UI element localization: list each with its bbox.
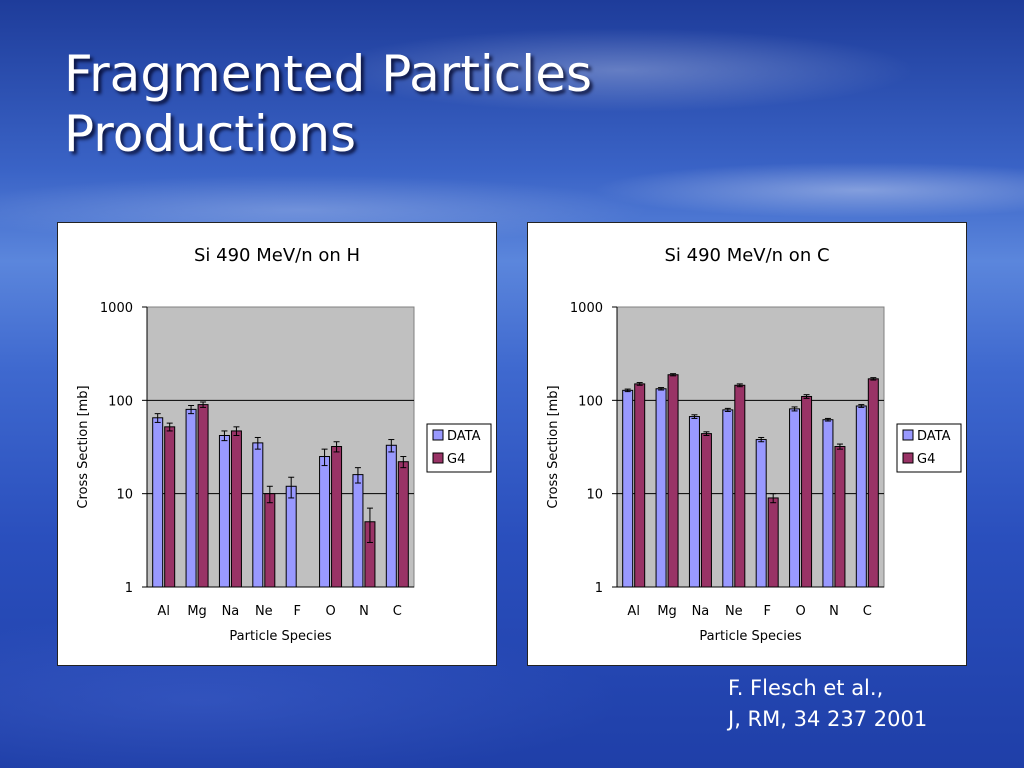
citation-line-2: J, RM, 34 237 2001 — [728, 707, 928, 731]
bar-data-c — [855, 405, 867, 588]
y-tick-label: 1 — [595, 581, 603, 596]
bar-g4-mg — [667, 374, 679, 588]
y-tick-label: 1 — [125, 581, 133, 596]
bar-data-f — [285, 485, 297, 588]
bar-g4-f — [767, 497, 779, 588]
x-tick-label-n: N — [829, 604, 839, 619]
y-tick-label: 1000 — [100, 301, 133, 316]
bar-data-ne — [252, 442, 264, 588]
x-tick-label-n: N — [359, 604, 369, 619]
chart-panel-h-target: Si 490 MeV/n on H 1 10 100 1000 Al Mg Na Ne F O N C P… — [57, 222, 497, 666]
bar-data-na — [218, 434, 230, 588]
x-tick-label-mg: Mg — [187, 604, 206, 619]
bar-g4-o — [331, 446, 343, 588]
bar-data-na — [688, 416, 700, 588]
bar-g4-mg — [197, 404, 209, 588]
legend-label-data: DATA — [447, 429, 481, 444]
x-tick-label-na: Na — [222, 604, 240, 619]
x-tick-label-o: O — [795, 604, 805, 619]
y-tick-label: 10 — [586, 488, 603, 503]
bar-data-mg — [655, 388, 667, 588]
bar-g4-na — [230, 430, 242, 588]
bar-g4-na — [700, 433, 712, 588]
x-tick-label-c: C — [863, 604, 872, 619]
bar-data-c — [385, 444, 397, 588]
bar-data-o — [319, 456, 331, 588]
bar-g4-ne — [734, 384, 746, 588]
bar-g4-o — [801, 395, 813, 588]
legend-swatch-g4 — [902, 452, 914, 464]
chart-c-target-svg: Si 490 MeV/n on C 1 10 100 1000 Al Mg Na Ne F O N C P… — [546, 245, 962, 644]
bar-g4-n — [834, 446, 846, 588]
bar-data-o — [789, 408, 801, 588]
bar-g4-ne — [264, 493, 276, 588]
x-axis-label: Particle Species — [229, 629, 331, 644]
x-tick-label-c: C — [393, 604, 402, 619]
legend-swatch-g4 — [432, 452, 444, 464]
bar-data-mg — [185, 408, 197, 588]
x-tick-label-ne: Ne — [255, 604, 273, 619]
y-tick-label: 100 — [578, 394, 603, 409]
x-tick-label-al: Al — [627, 604, 640, 619]
bar-g4-c — [397, 461, 409, 588]
bar-data-f — [755, 439, 767, 588]
chart-h-target-svg: Si 490 MeV/n on H 1 10 100 1000 Al Mg Na Ne F O N C P… — [76, 245, 492, 644]
legend: DATA G4 — [896, 423, 962, 473]
y-tick-label: 1000 — [570, 301, 603, 316]
chart-title: Si 490 MeV/n on H — [194, 245, 360, 266]
x-tick-label-f: F — [293, 604, 300, 619]
bar-data-ne — [722, 409, 734, 588]
legend-label-data: DATA — [917, 429, 951, 444]
citation-line-1: F. Flesch et al., — [728, 676, 884, 700]
legend-swatch-data — [902, 429, 914, 441]
y-axis-label: Cross Section [mb] — [546, 385, 561, 508]
y-tick-label: 10 — [116, 488, 133, 503]
legend-swatch-data — [432, 429, 444, 441]
y-axis-label: Cross Section [mb] — [76, 385, 91, 508]
y-tick-label: 100 — [108, 394, 133, 409]
bar-g4-c — [867, 378, 879, 588]
x-tick-label-mg: Mg — [657, 604, 676, 619]
bar-data-n — [352, 474, 364, 588]
x-tick-label-na: Na — [692, 604, 710, 619]
x-tick-label-o: O — [325, 604, 335, 619]
bar-g4-al — [634, 383, 646, 588]
legend-label-g4: G4 — [917, 452, 935, 467]
slide-title-line-2: Productions — [64, 105, 357, 163]
legend: DATA G4 — [426, 423, 492, 473]
x-axis-label: Particle Species — [699, 629, 801, 644]
bar-data-al — [152, 417, 164, 588]
slide-title: Fragmented Particles Productions — [64, 44, 592, 164]
x-tick-label-ne: Ne — [725, 604, 743, 619]
x-tick-label-al: Al — [157, 604, 170, 619]
bar-data-n — [822, 419, 834, 588]
chart-panel-c-target: Si 490 MeV/n on C 1 10 100 1000 Al Mg Na Ne F O N C P… — [527, 222, 967, 666]
x-tick-label-f: F — [763, 604, 770, 619]
citation: F. Flesch et al., J, RM, 34 237 2001 — [728, 673, 927, 735]
bar-data-al — [622, 389, 634, 588]
slide-title-line-1: Fragmented Particles — [64, 45, 593, 103]
bar-g4-al — [164, 426, 176, 588]
chart-title: Si 490 MeV/n on C — [664, 245, 829, 266]
legend-label-g4: G4 — [447, 452, 465, 467]
